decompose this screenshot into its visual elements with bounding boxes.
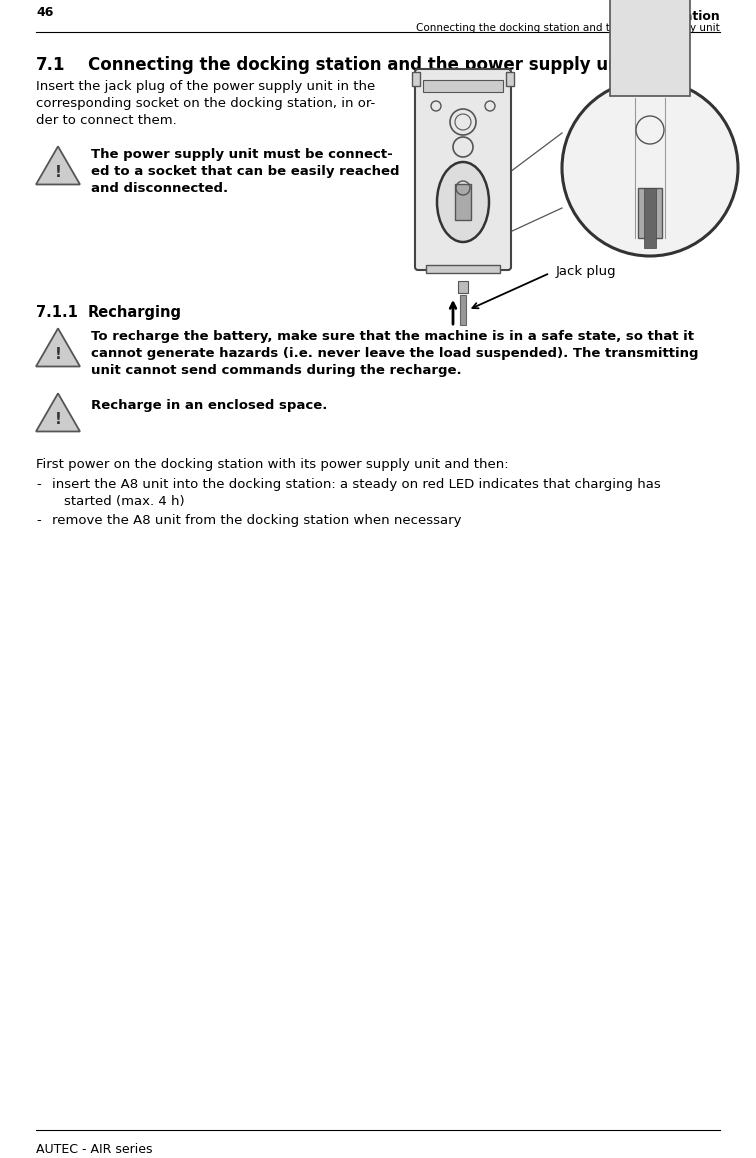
Bar <box>455 184 471 220</box>
Bar <box>423 80 503 91</box>
Bar <box>426 265 500 273</box>
Text: unit cannot send commands during the recharge.: unit cannot send commands during the rec… <box>91 364 462 378</box>
Bar <box>412 72 420 86</box>
Text: AUTEC - AIR series: AUTEC - AIR series <box>36 1143 153 1156</box>
Text: !: ! <box>54 347 61 362</box>
Text: Connecting the docking station and the power supply unit: Connecting the docking station and the p… <box>88 56 634 74</box>
Text: and disconnected.: and disconnected. <box>91 182 228 195</box>
Text: remove the A8 unit from the docking station when necessary: remove the A8 unit from the docking stat… <box>52 514 461 527</box>
Text: !: ! <box>54 166 61 181</box>
Text: Recharging: Recharging <box>88 305 182 320</box>
Text: Recharge in an enclosed space.: Recharge in an enclosed space. <box>91 400 327 412</box>
Bar <box>460 295 466 325</box>
Text: First power on the docking station with its power supply unit and then:: First power on the docking station with … <box>36 459 509 471</box>
Text: ed to a socket that can be easily reached: ed to a socket that can be easily reache… <box>91 164 399 178</box>
Text: Docking station: Docking station <box>610 10 720 23</box>
Text: To recharge the battery, make sure that the machine is in a safe state, so that : To recharge the battery, make sure that … <box>91 330 694 343</box>
Polygon shape <box>36 146 80 184</box>
Text: -: - <box>36 478 41 491</box>
Polygon shape <box>36 329 80 366</box>
Text: 46: 46 <box>36 7 54 20</box>
Bar <box>458 281 468 293</box>
Text: Jack plug: Jack plug <box>556 265 617 278</box>
Text: -: - <box>36 514 41 527</box>
Text: der to connect them.: der to connect them. <box>36 113 177 127</box>
Circle shape <box>562 80 738 256</box>
Text: started (max. 4 h): started (max. 4 h) <box>64 494 184 508</box>
Text: insert the A8 unit into the docking station: a steady on red LED indicates that : insert the A8 unit into the docking stat… <box>52 478 661 491</box>
Bar <box>644 188 656 248</box>
FancyBboxPatch shape <box>415 69 511 270</box>
Text: 7.1.1: 7.1.1 <box>36 305 78 320</box>
Text: Insert the jack plug of the power supply unit in the: Insert the jack plug of the power supply… <box>36 80 375 93</box>
Bar <box>638 188 662 239</box>
Text: Connecting the docking station and the power supply unit: Connecting the docking station and the p… <box>417 23 720 32</box>
Text: !: ! <box>54 412 61 427</box>
Polygon shape <box>36 394 80 432</box>
Text: The power supply unit must be connect-: The power supply unit must be connect- <box>91 148 393 161</box>
Bar <box>610 0 690 96</box>
Text: cannot generate hazards (i.e. never leave the load suspended). The transmitting: cannot generate hazards (i.e. never leav… <box>91 347 699 360</box>
Ellipse shape <box>437 162 489 242</box>
Text: corresponding socket on the docking station, in or-: corresponding socket on the docking stat… <box>36 97 375 110</box>
Text: 7.1: 7.1 <box>36 56 66 74</box>
Bar <box>506 72 514 86</box>
